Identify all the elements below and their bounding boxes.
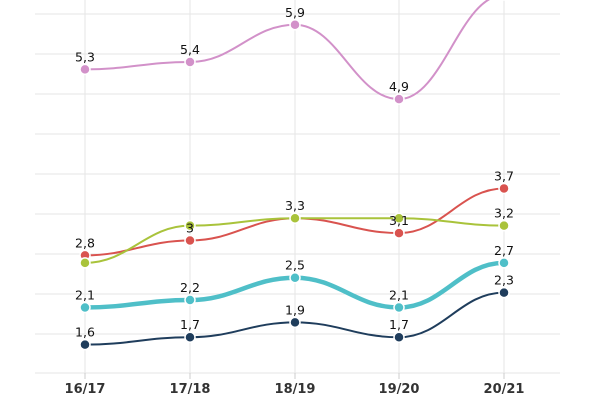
data-label: 2,1	[75, 287, 95, 302]
data-label: 2,7	[494, 243, 514, 258]
data-point	[184, 219, 196, 232]
data-label: 5,9	[285, 5, 305, 20]
data-label: 5,4	[180, 42, 200, 57]
data-point	[79, 338, 91, 351]
data-label: 2,1	[389, 287, 409, 302]
x-tick-label: 20/21	[484, 382, 525, 397]
data-label: 1,6	[75, 325, 95, 340]
data-label: 1,9	[285, 302, 305, 317]
data-label: 2,3	[494, 273, 514, 288]
data-point	[184, 234, 196, 247]
data-point	[498, 182, 510, 195]
data-point	[184, 56, 196, 68]
data-point	[498, 286, 510, 299]
data-point	[289, 316, 301, 329]
data-label: 2,8	[75, 235, 95, 250]
x-tick-label: 18/19	[275, 382, 316, 397]
data-labels: 5,3 5,4 5,9 4,9 2,8 3 3,3 3,1 3,7 3,2 2,1 2,2 2,5 2,1…	[75, 5, 514, 340]
data-point	[498, 257, 510, 269]
x-tick-label: 17/18	[170, 382, 211, 397]
data-label: 2,2	[180, 280, 200, 295]
data-label: 5,3	[75, 49, 95, 64]
data-point	[79, 63, 91, 76]
data-label: 2,5	[285, 258, 305, 273]
data-label: 1,7	[389, 317, 409, 332]
series-line-0	[84, 0, 491, 101]
data-point	[184, 331, 196, 343]
series-group	[79, 0, 510, 351]
data-point	[184, 294, 196, 306]
data-point	[393, 212, 405, 224]
x-tick-label: 19/20	[379, 382, 420, 397]
data-label: 3,2	[494, 206, 514, 221]
data-label: 3,7	[494, 168, 514, 183]
data-point	[289, 19, 301, 31]
x-axis: 16/17 17/18 18/19 19/20 20/21	[65, 373, 525, 397]
data-label: 3	[186, 221, 194, 236]
data-point	[79, 257, 91, 269]
data-point	[289, 271, 301, 284]
data-point	[393, 227, 405, 239]
data-label: 1,7	[180, 317, 200, 332]
data-point	[393, 93, 405, 105]
data-point	[498, 219, 510, 232]
data-point	[393, 331, 405, 343]
data-point	[289, 212, 301, 224]
data-label: 4,9	[389, 79, 409, 94]
data-point	[393, 301, 405, 314]
data-point	[79, 301, 91, 314]
data-label: 3,1	[389, 213, 409, 228]
x-tick-label: 16/17	[65, 382, 106, 397]
data-label: 3,3	[285, 198, 305, 213]
